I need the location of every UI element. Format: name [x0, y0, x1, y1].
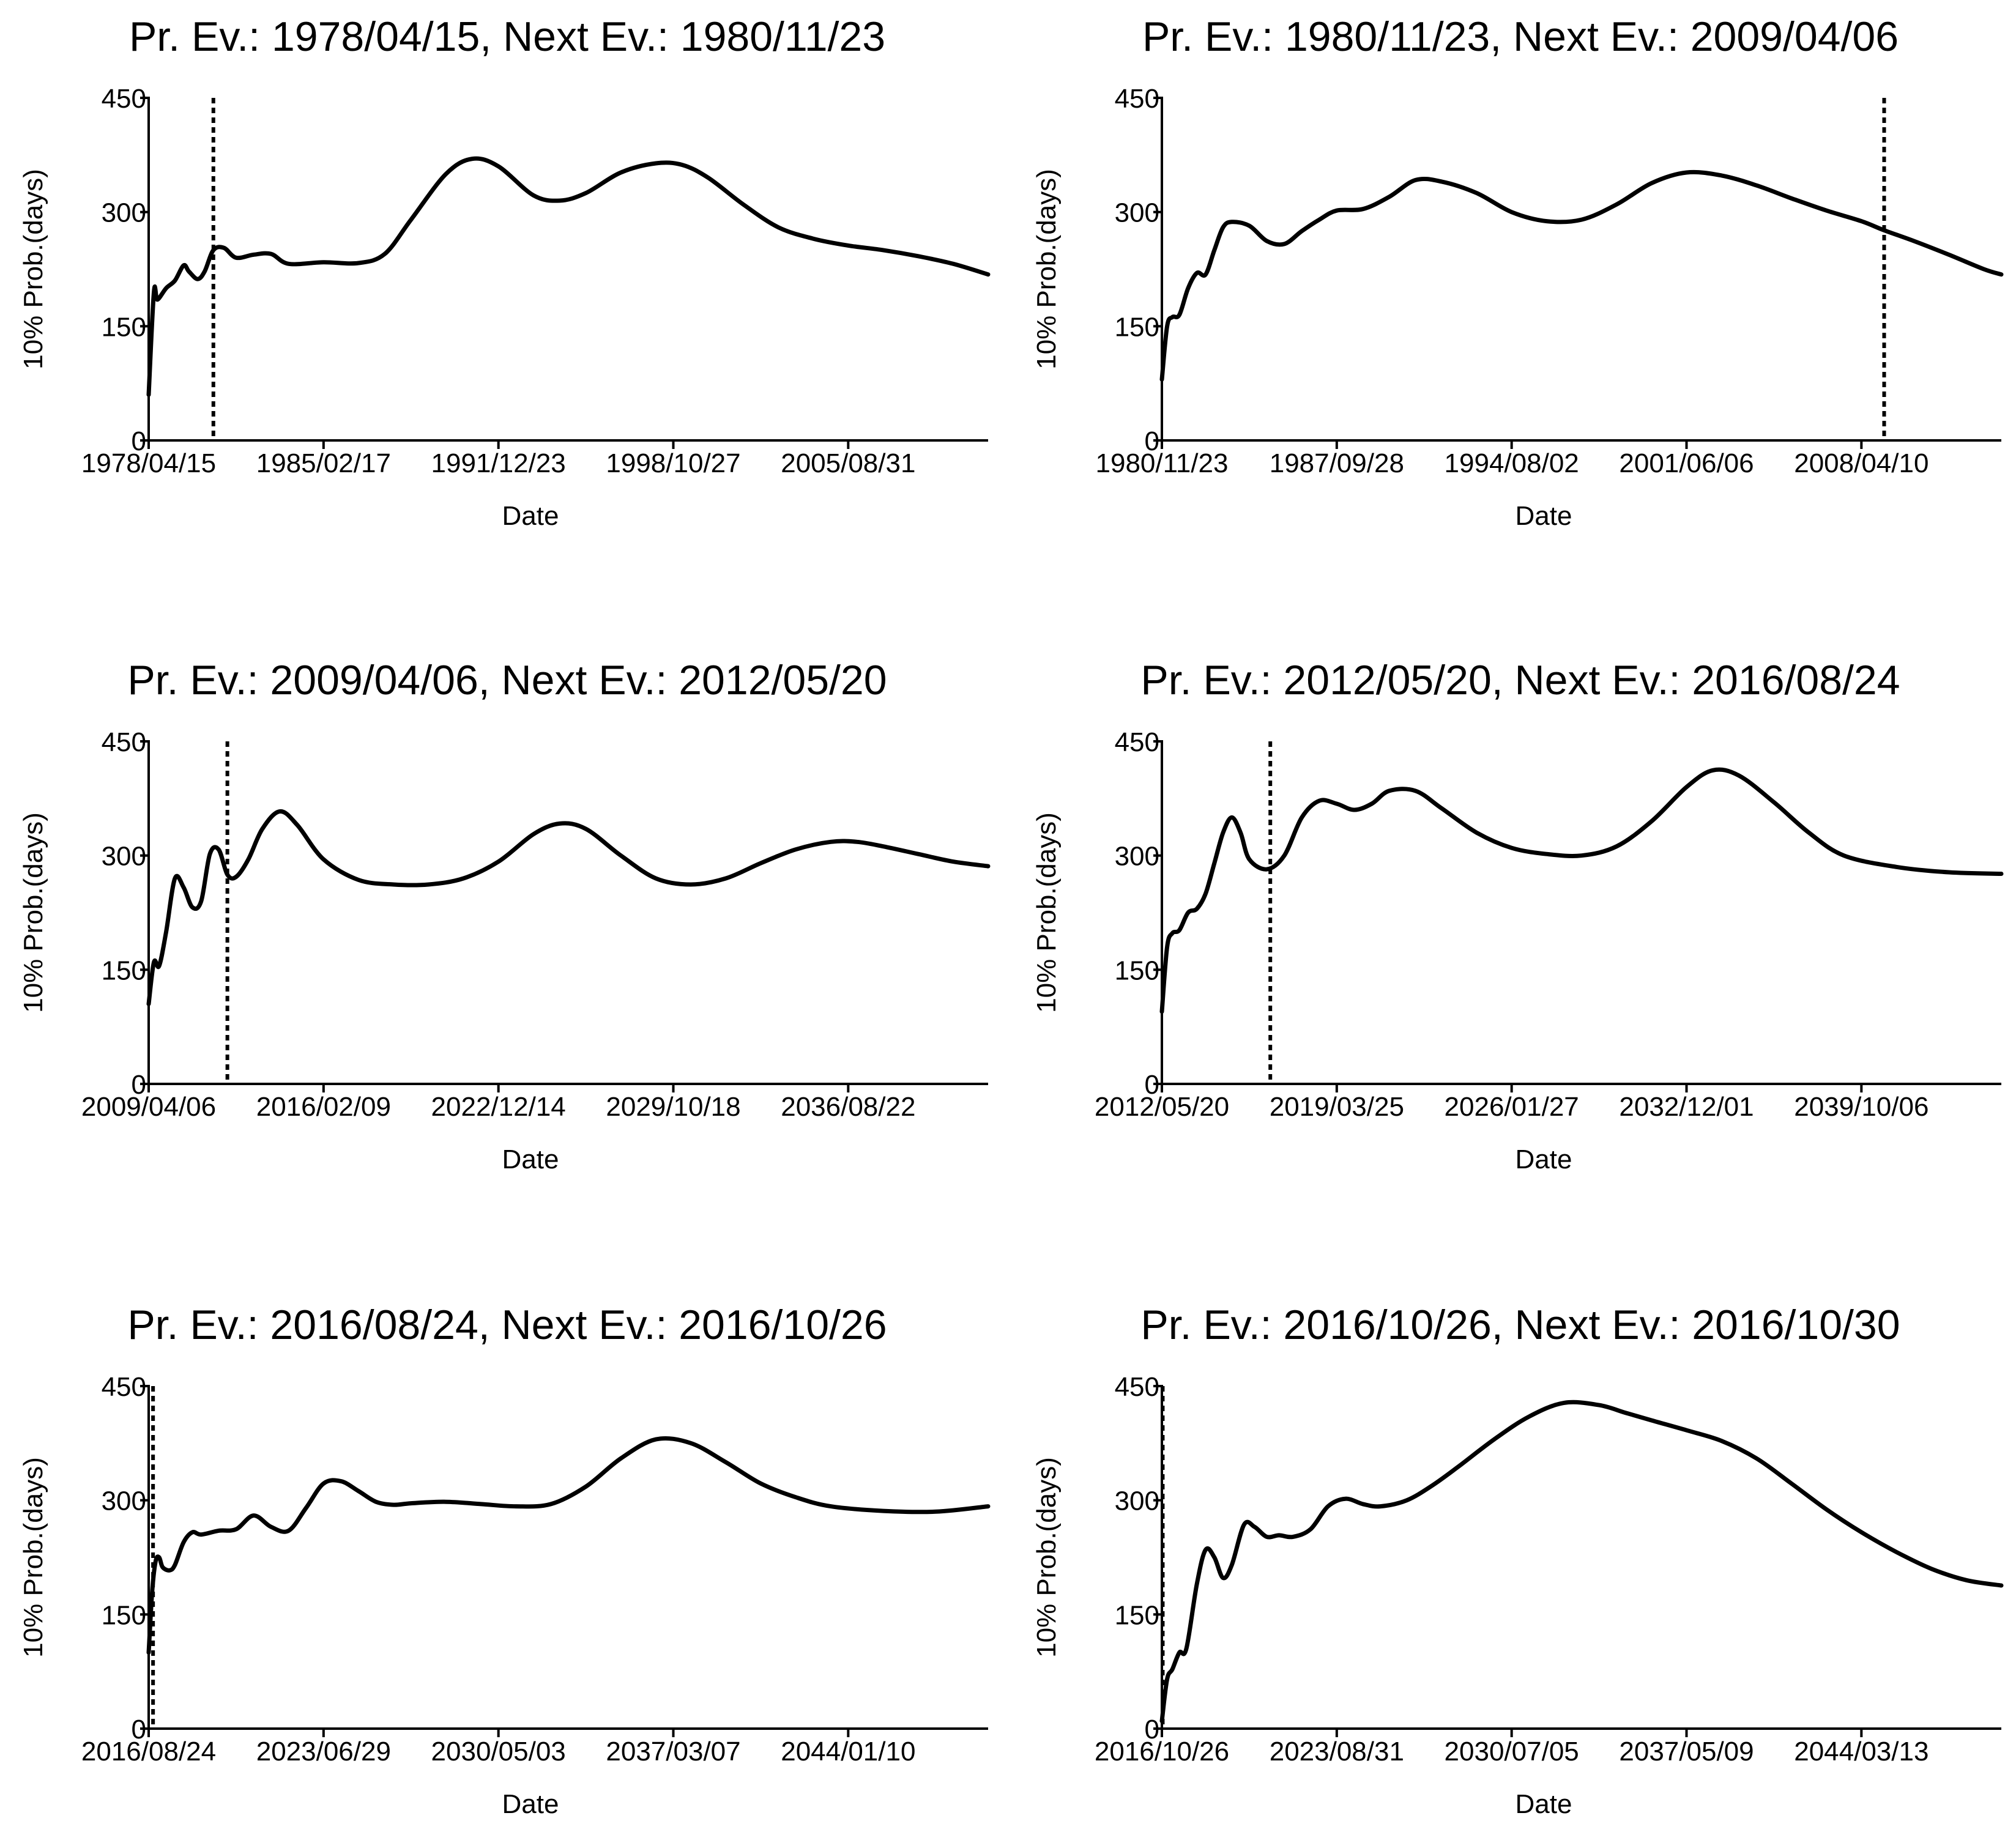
series-line: [1159, 1400, 2004, 1724]
y-tick-label: 150: [1115, 312, 1159, 342]
x-tick-label: 2037/05/09: [1619, 1737, 1754, 1767]
y-tick-label: 0: [132, 1715, 146, 1745]
y-tick-label: 150: [1115, 955, 1159, 985]
x-tick-label: 2029/10/18: [606, 1092, 740, 1122]
y-tick-label: 0: [132, 426, 146, 456]
chart-title: Pr. Ev.: 2016/08/24, Next Ev.: 2016/10/2…: [127, 1302, 887, 1348]
x-tick-label: 2016/02/09: [256, 1092, 391, 1122]
x-tick-label: 2016/10/26: [1095, 1737, 1229, 1767]
x-tick-label: 2032/12/01: [1619, 1092, 1754, 1122]
x-tick-label: 2012/05/20: [1095, 1092, 1229, 1122]
x-tick-label: 2008/04/10: [1794, 448, 1929, 478]
y-tick-label: 450: [102, 1372, 146, 1402]
x-tick-label: 2022/12/14: [431, 1092, 566, 1122]
y-tick-label: 0: [1145, 1070, 1159, 1100]
series-line: [1159, 169, 2004, 382]
x-tick-label: 1994/08/02: [1445, 448, 1579, 478]
y-tick-label: 0: [1145, 426, 1159, 456]
y-axis-label: 10% Prob.(days): [18, 812, 48, 1013]
y-tick-label: 450: [1115, 1372, 1159, 1402]
series-line: [1159, 767, 2004, 1014]
x-axis-label: Date: [1516, 1144, 1572, 1174]
y-tick-label: 450: [1115, 727, 1159, 757]
y-tick-label: 300: [102, 198, 146, 228]
y-tick-label: 150: [102, 312, 146, 342]
x-tick-label: 1998/10/27: [606, 448, 740, 478]
x-tick-label: 2037/03/07: [606, 1737, 740, 1767]
y-tick-label: 150: [102, 1600, 146, 1630]
x-tick-label: 2023/06/29: [256, 1737, 391, 1767]
x-tick-label: 2030/05/03: [431, 1737, 566, 1767]
chart-panel-5: Pr. Ev.: 2016/08/24, Next Ev.: 2016/10/2…: [18, 1302, 991, 1819]
y-tick-label: 450: [102, 727, 146, 757]
y-axis-label: 10% Prob.(days): [1032, 812, 1062, 1013]
y-tick-label: 300: [102, 1486, 146, 1516]
y-tick-label: 0: [132, 1070, 146, 1100]
x-axis-label: Date: [1516, 1789, 1572, 1819]
x-tick-label: 1991/12/23: [431, 448, 566, 478]
x-tick-label: 2019/03/25: [1270, 1092, 1404, 1122]
x-tick-label: 1980/11/23: [1096, 448, 1229, 478]
x-axis-label: Date: [502, 1144, 559, 1174]
y-tick-label: 300: [1115, 198, 1159, 228]
chart-panel-6: Pr. Ev.: 2016/10/26, Next Ev.: 2016/10/3…: [1032, 1302, 2004, 1819]
chart-title: Pr. Ev.: 2012/05/20, Next Ev.: 2016/08/2…: [1140, 657, 1900, 703]
series-line: [146, 1436, 991, 1655]
y-axis-label: 10% Prob.(days): [1032, 169, 1062, 369]
x-tick-label: 2030/07/05: [1445, 1737, 1579, 1767]
y-tick-label: 150: [102, 955, 146, 985]
x-tick-label: 1987/09/28: [1270, 448, 1404, 478]
chart-title: Pr. Ev.: 1978/04/15, Next Ev.: 1980/11/2…: [129, 13, 885, 60]
x-tick-label: 2044/01/10: [781, 1737, 915, 1767]
y-tick-label: 300: [1115, 1486, 1159, 1516]
y-axis-label: 10% Prob.(days): [18, 1457, 48, 1658]
y-axis-label: 10% Prob.(days): [18, 169, 48, 369]
y-tick-label: 300: [102, 842, 146, 872]
chart-panel-2: Pr. Ev.: 1980/11/23, Next Ev.: 2009/04/0…: [1032, 13, 2004, 531]
x-axis-label: Date: [1516, 501, 1572, 531]
x-tick-label: 1985/02/17: [256, 448, 391, 478]
x-axis-label: Date: [502, 501, 559, 531]
x-tick-label: 2044/03/13: [1794, 1737, 1929, 1767]
x-tick-label: 2039/10/06: [1794, 1092, 1929, 1122]
chart-title: Pr. Ev.: 1980/11/23, Next Ev.: 2009/04/0…: [1142, 13, 1899, 60]
chart-panel-4: Pr. Ev.: 2012/05/20, Next Ev.: 2016/08/2…: [1032, 657, 2004, 1174]
y-tick-label: 0: [1145, 1715, 1159, 1745]
series-line: [146, 156, 991, 397]
x-tick-label: 2009/04/06: [81, 1092, 216, 1122]
chart-title: Pr. Ev.: 2009/04/06, Next Ev.: 2012/05/2…: [127, 657, 887, 703]
x-tick-label: 2016/08/24: [81, 1737, 216, 1767]
chart-panel-3: Pr. Ev.: 2009/04/06, Next Ev.: 2012/05/2…: [18, 657, 991, 1174]
y-tick-label: 450: [102, 84, 146, 114]
x-tick-label: 2036/08/22: [781, 1092, 915, 1122]
y-axis-label: 10% Prob.(days): [1032, 1457, 1062, 1658]
x-tick-label: 2005/08/31: [781, 448, 915, 478]
x-tick-label: 2023/08/31: [1270, 1737, 1404, 1767]
y-tick-label: 150: [1115, 1600, 1159, 1630]
x-tick-label: 2001/06/06: [1619, 448, 1754, 478]
y-tick-label: 450: [1115, 84, 1159, 114]
chart-panel-1: Pr. Ev.: 1978/04/15, Next Ev.: 1980/11/2…: [18, 13, 991, 531]
x-tick-label: 2026/01/27: [1445, 1092, 1579, 1122]
chart-title: Pr. Ev.: 2016/10/26, Next Ev.: 2016/10/3…: [1140, 1302, 1900, 1348]
series-line: [146, 809, 991, 1006]
x-tick-label: 1978/04/15: [81, 448, 216, 478]
y-tick-label: 300: [1115, 842, 1159, 872]
x-axis-label: Date: [502, 1789, 559, 1819]
